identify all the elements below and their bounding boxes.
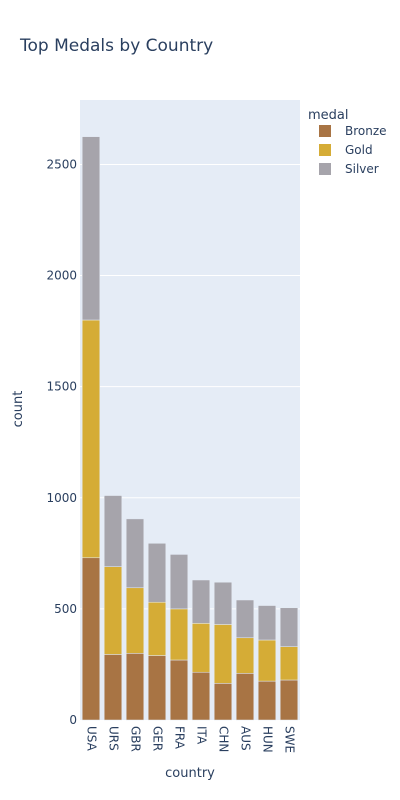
y-tick-label: 2500 bbox=[46, 157, 77, 171]
bar-bronze-aus bbox=[235, 673, 255, 721]
bar-bronze-swe bbox=[279, 679, 299, 721]
bar-silver-ger bbox=[147, 543, 167, 603]
x-axis-title: country bbox=[165, 766, 215, 781]
x-tick-label: CHN bbox=[217, 726, 231, 752]
bar-gold-ita bbox=[191, 623, 211, 673]
bar-gold-usa bbox=[81, 319, 101, 559]
legend: medal Bronze Gold Silver bbox=[308, 108, 387, 176]
bar-bronze-ita bbox=[191, 671, 211, 721]
y-tick-label: 500 bbox=[54, 602, 77, 616]
bar-silver-swe bbox=[279, 607, 299, 647]
y-tick-label: 0 bbox=[69, 713, 77, 727]
bar-bronze-hun bbox=[257, 680, 277, 721]
bar-bronze-gbr bbox=[125, 653, 145, 721]
x-tick-label: URS bbox=[107, 726, 121, 751]
legend-items: Bronze Gold Silver bbox=[319, 124, 387, 176]
bar-silver-chn bbox=[213, 581, 233, 625]
legend-swatch-gold bbox=[319, 144, 331, 156]
chart-title: Top Medals by Country bbox=[19, 36, 213, 56]
bar-gold-gbr bbox=[125, 587, 145, 654]
bar-bronze-fra bbox=[169, 659, 189, 721]
x-axis-ticks: USA URS GBR GER FRA ITA CHN AUS HUN SWE bbox=[85, 726, 297, 753]
bar-bronze-chn bbox=[213, 683, 233, 721]
bar-silver-aus bbox=[235, 599, 255, 639]
x-tick-label: SWE bbox=[283, 726, 297, 753]
y-axis-ticks: 0 500 1000 1500 2000 2500 bbox=[46, 157, 77, 727]
x-tick-label: HUN bbox=[261, 726, 275, 753]
legend-swatch-bronze bbox=[319, 125, 331, 137]
x-tick-label: AUS bbox=[239, 726, 253, 751]
bar-gold-aus bbox=[235, 637, 255, 674]
bar-gold-hun bbox=[257, 639, 277, 682]
bar-silver-ita bbox=[191, 579, 211, 624]
legend-label-silver: Silver bbox=[345, 162, 379, 176]
x-tick-label: FRA bbox=[173, 726, 187, 750]
x-tick-label: USA bbox=[85, 726, 99, 752]
bar-gold-chn bbox=[213, 624, 233, 684]
bar-gold-swe bbox=[279, 646, 299, 681]
bar-silver-fra bbox=[169, 554, 189, 610]
bar-gold-ger bbox=[147, 601, 167, 656]
y-tick-label: 1500 bbox=[46, 380, 77, 394]
bar-silver-hun bbox=[257, 605, 277, 641]
bar-silver-usa bbox=[81, 136, 101, 321]
bar-gold-urs bbox=[103, 566, 123, 655]
y-tick-label: 1000 bbox=[46, 491, 77, 505]
bar-bronze-urs bbox=[103, 654, 123, 721]
x-tick-label: GER bbox=[151, 726, 165, 751]
bar-gold-fra bbox=[169, 608, 189, 661]
legend-title: medal bbox=[308, 108, 349, 123]
y-axis-title: count bbox=[11, 391, 26, 428]
bar-silver-gbr bbox=[125, 518, 145, 589]
x-tick-label: ITA bbox=[195, 726, 209, 745]
legend-swatch-silver bbox=[319, 163, 331, 175]
x-tick-label: GBR bbox=[129, 726, 143, 752]
bar-silver-urs bbox=[103, 495, 123, 567]
legend-label-gold: Gold bbox=[345, 143, 373, 157]
y-tick-label: 2000 bbox=[46, 269, 77, 283]
bar-bronze-usa bbox=[81, 557, 101, 721]
legend-label-bronze: Bronze bbox=[345, 124, 387, 138]
bar-bronze-ger bbox=[147, 655, 167, 721]
bars bbox=[81, 136, 299, 721]
